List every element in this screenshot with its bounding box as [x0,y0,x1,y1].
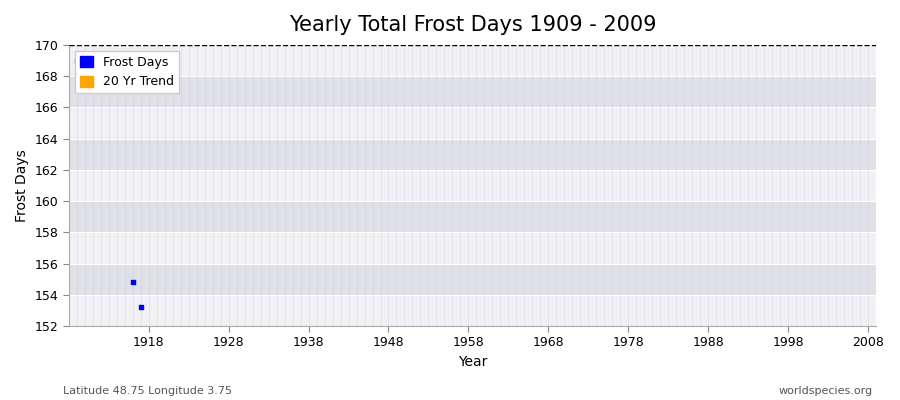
Legend: Frost Days, 20 Yr Trend: Frost Days, 20 Yr Trend [75,51,178,93]
Text: Latitude 48.75 Longitude 3.75: Latitude 48.75 Longitude 3.75 [63,386,232,396]
Bar [68,107,876,139]
Bar [68,232,876,264]
Text: worldspecies.org: worldspecies.org [778,386,873,396]
Bar [68,139,876,170]
Y-axis label: Frost Days: Frost Days [15,149,29,222]
Bar [68,201,876,232]
Point [69,57,84,64]
Point [133,304,148,310]
Title: Yearly Total Frost Days 1909 - 2009: Yearly Total Frost Days 1909 - 2009 [289,15,656,35]
Bar [68,45,876,76]
Bar [68,76,876,107]
Bar [68,295,876,326]
X-axis label: Year: Year [458,355,487,369]
Bar [68,264,876,295]
Bar [68,170,876,201]
Point [126,279,140,286]
